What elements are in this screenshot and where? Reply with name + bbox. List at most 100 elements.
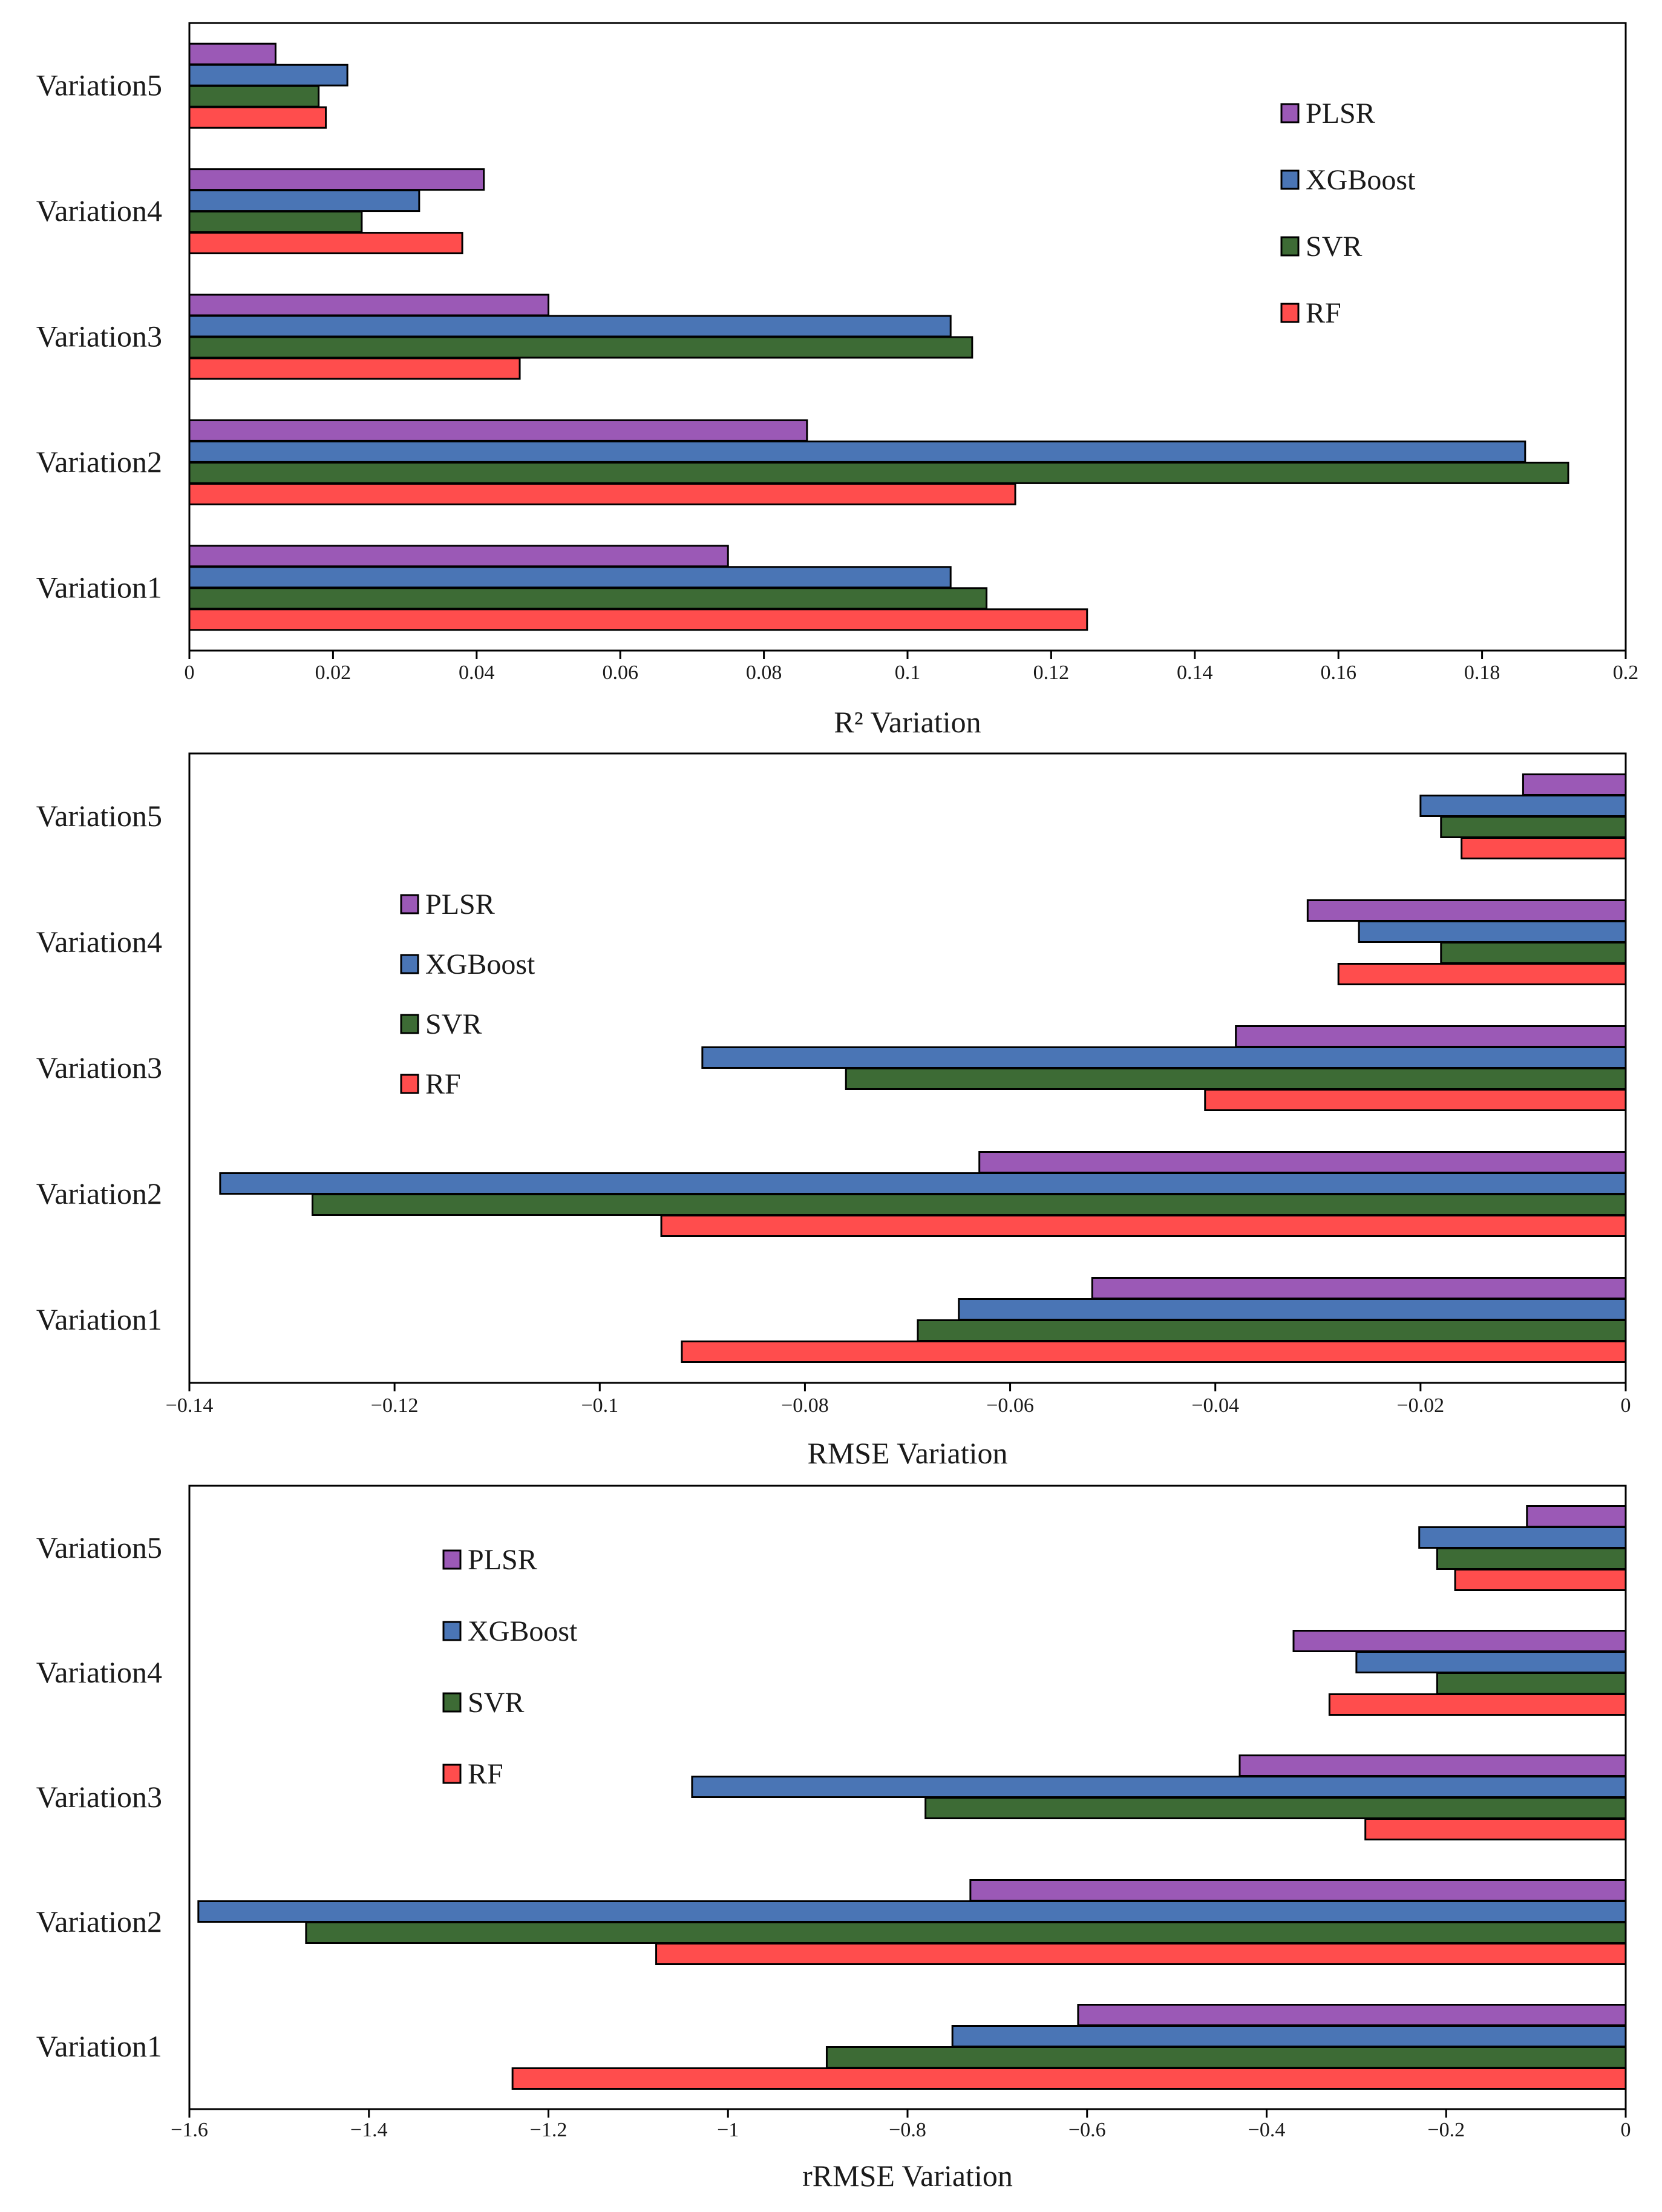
legend-label-rf: RF [425,1068,461,1100]
bar-xgboost-variation2 [197,1900,1627,1923]
x-tick-label: −0.8 [889,2119,926,2141]
bar-xgboost-variation4 [1358,921,1627,943]
category-label-variation4: Variation4 [36,925,162,959]
bar-xgboost-variation2 [219,1172,1627,1195]
x-tick-label: 0.2 [1613,661,1639,684]
bar-svr-variation1 [188,587,988,610]
legend-swatch-svr [1280,236,1300,257]
x-tick-label: 0.14 [1177,661,1213,684]
bar-xgboost-variation5 [1419,795,1627,817]
bar-svr-variation5 [188,85,320,108]
legend-swatch-rf [400,1074,419,1094]
bar-svr-variation2 [305,1922,1627,1944]
bar-svr-variation3 [845,1068,1627,1090]
bar-xgboost-variation1 [951,2025,1627,2047]
bar-svr-variation3 [924,1797,1627,1819]
x-tick-label: −0.4 [1248,2119,1286,2141]
legend: PLSR XGBoost SVR RF [442,1544,578,1790]
bar-xgboost-variation1 [958,1298,1627,1321]
bar-plsr-variation2 [978,1151,1627,1173]
category-label-variation3: Variation3 [36,320,162,353]
x-tick-label: 0 [1621,1394,1631,1417]
x-tick-label: −0.12 [371,1394,419,1417]
bar-plsr-variation3 [188,294,549,317]
bar-xgboost-variation2 [188,440,1526,463]
category-label-variation4: Variation4 [36,194,162,228]
legend-swatch-svr [442,1692,462,1713]
bar-xgboost-variation3 [701,1046,1627,1069]
legend-swatch-xgboost [442,1621,462,1641]
legend-swatch-svr [400,1014,419,1034]
bar-rf-variation1 [511,2067,1627,2090]
bar-xgboost-variation3 [691,1776,1627,1798]
legend-label-rf: RF [1306,297,1341,329]
bar-plsr-variation4 [188,168,485,191]
bar-rf-variation4 [1328,1693,1627,1716]
bar-xgboost-variation3 [188,315,952,338]
bar-plsr-variation1 [1091,1277,1627,1299]
bar-svr-variation4 [1436,1672,1627,1695]
category-label-variation2: Variation2 [36,1177,162,1210]
bar-plsr-variation5 [1522,773,1627,796]
bar-plsr-variation4 [1292,1630,1627,1652]
bar-plsr-variation2 [969,1879,1627,1902]
legend-label-xgboost: XGBoost [1306,164,1416,196]
bar-rf-variation5 [1461,837,1627,859]
x-tick-label: −0.14 [166,1394,214,1417]
bar-plsr-variation3 [1238,1754,1627,1777]
x-tick-label: 0.1 [895,661,921,684]
category-label-variation4: Variation4 [36,1655,162,1689]
bar-rf-variation5 [1454,1569,1627,1591]
x-tick-label: 0 [185,661,195,684]
bar-svr-variation1 [917,1319,1627,1342]
legend-label-svr: SVR [468,1687,524,1719]
x-tick-label: −0.06 [986,1394,1034,1417]
bar-xgboost-variation4 [1355,1651,1627,1673]
x-tick-label: −0.02 [1397,1394,1445,1417]
bar-xgboost-variation5 [188,64,348,87]
bar-rf-variation3 [1204,1089,1627,1111]
x-tick-label: −1 [717,2119,739,2141]
bar-plsr-variation1 [188,545,729,568]
legend: PLSR XGBoost SVR RF [1280,97,1416,329]
category-label-variation1: Variation1 [36,570,162,604]
legend-label-plsr: PLSR [468,1544,537,1576]
r2-variation-chart: Variation1 Variation2 Variation3 Variation4… [36,22,1639,739]
bar-rf-variation2 [660,1215,1627,1237]
plot-frame [188,752,1627,1384]
x-tick-label: 0.12 [1033,661,1070,684]
bar-xgboost-variation1 [188,566,952,589]
bar-rf-variation2 [188,482,1016,505]
legend-label-rf: RF [468,1758,503,1790]
x-tick-label: 0.08 [746,661,782,684]
category-label-variation2: Variation2 [36,1905,162,1938]
legend-label-plsr: PLSR [1306,97,1375,130]
legend-label-xgboost: XGBoost [425,948,535,980]
bar-plsr-variation2 [188,419,808,442]
bar-rf-variation4 [188,232,463,255]
x-tick-label: −1.4 [350,2119,388,2141]
x-tick-label: −0.04 [1191,1394,1239,1417]
legend-swatch-xgboost [1280,169,1300,190]
bar-rf-variation1 [188,608,1088,631]
bar-rf-variation5 [188,106,327,129]
x-tick-label: −1.6 [171,2119,208,2141]
x-axis-title: rRMSE Variation [802,2159,1013,2193]
category-label-variation1: Variation1 [36,2029,162,2063]
category-label-variation5: Variation5 [36,1531,162,1564]
category-label-variation1: Variation1 [36,1302,162,1336]
bar-svr-variation5 [1436,1547,1627,1570]
bar-svr-variation3 [188,336,973,359]
bar-svr-variation2 [188,461,1569,484]
x-tick-label: 0.18 [1464,661,1500,684]
bar-svr-variation1 [825,2046,1627,2069]
legend-swatch-rf [1280,303,1300,323]
bar-rf-variation4 [1337,963,1627,985]
bar-plsr-variation1 [1077,2004,1627,2026]
legend-label-plsr: PLSR [425,888,495,921]
x-axis-title: R² Variation [834,705,981,739]
rrmse-variation-chart: Variation1 Variation2 Variation3 Variation4… [36,1485,1631,2193]
bar-svr-variation5 [1440,816,1627,838]
bar-svr-variation4 [188,211,363,234]
category-label-variation5: Variation5 [36,799,162,833]
